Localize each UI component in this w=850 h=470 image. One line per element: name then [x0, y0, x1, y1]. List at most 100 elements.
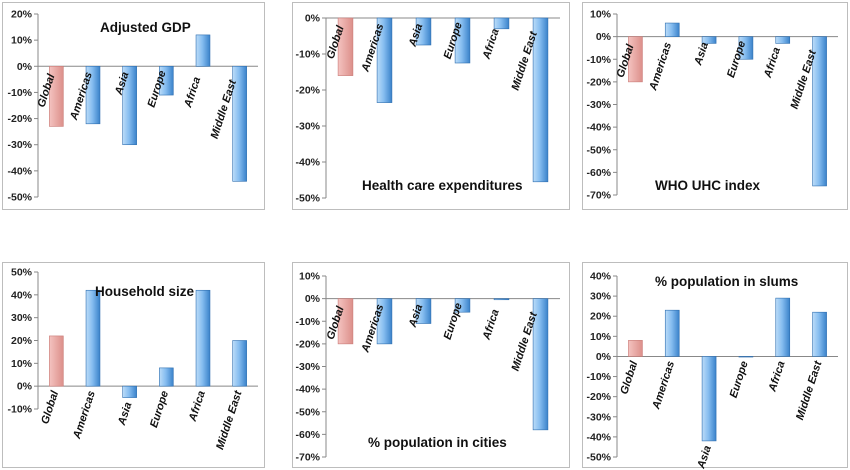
y-tick-label: -20% [295, 85, 320, 97]
bar-americas [664, 309, 680, 357]
bar-asia [122, 385, 137, 398]
y-tick-label: -40% [586, 122, 611, 134]
bar-europe [454, 298, 471, 313]
y-tick-label: 0% [305, 13, 321, 25]
chart-title: % population in cities [368, 435, 507, 450]
chart-panel-2: 0%-10%-20%-30%-40%-50%Global Americas Asia… [292, 2, 570, 210]
y-tick-label: -10% [7, 87, 32, 99]
bar-asia [122, 65, 137, 146]
chart-panel-1: 20%10%0%-10%-20%-30%-40%-50%Global Americ… [2, 2, 265, 210]
chart-panel-4: 50%40%30%20%10%0%-10% Global Americas Asia E… [2, 262, 265, 468]
bar-middle-east [232, 340, 247, 387]
y-tick-label: -30% [295, 361, 320, 373]
y-tick-label: -60% [295, 429, 320, 441]
y-tick-label: 0% [596, 31, 612, 43]
y-tick-label: 30% [590, 291, 612, 303]
bar-americas [376, 17, 393, 103]
bar-global [49, 335, 64, 387]
bar-middle-east [232, 65, 247, 182]
y-tick-label: -30% [586, 99, 611, 111]
y-tick-label: 0% [17, 61, 33, 73]
y-tick-label: 50% [11, 267, 33, 279]
bar-europe [738, 36, 754, 60]
bar-europe [159, 367, 174, 387]
bar-global [628, 36, 643, 83]
y-tick-label: 0% [596, 351, 612, 363]
bar-middle-east [532, 298, 549, 431]
bar-asia [701, 36, 717, 44]
bar-global [337, 17, 354, 76]
y-tick-label: 10% [590, 331, 612, 343]
y-tick-label: -40% [7, 165, 32, 177]
bar-americas [376, 298, 393, 345]
bar-middle-east [812, 311, 827, 357]
y-tick-label: 20% [11, 9, 33, 21]
bar-africa [493, 17, 510, 30]
y-tick-label: -10% [586, 54, 611, 66]
chart-panel-6: 40%30%20%10%0%-10%-20%-30%-40%-50%Global… [582, 262, 848, 470]
chart-panel-5: 10%0%-10%-20%-30%-40%-50%-60%-70%Global A… [292, 262, 570, 468]
panel-frame [292, 262, 570, 468]
y-tick-label: -40% [295, 384, 320, 396]
y-tick-label: -20% [586, 76, 611, 88]
y-tick-label: -10% [295, 49, 320, 61]
y-tick-label: -60% [586, 167, 611, 179]
y-tick-label: 0% [17, 381, 33, 393]
chart-title: Health care expenditures [362, 178, 523, 193]
y-tick-label: -20% [7, 113, 32, 125]
chart-panel-3: 10%0%-10%-20%-30%-40%-50%-60%-70%Global A… [582, 2, 848, 210]
bar-global [628, 340, 643, 357]
y-tick-label: -10% [7, 404, 32, 416]
y-tick-label: 10% [299, 271, 321, 283]
y-tick-label: -20% [295, 338, 320, 350]
chart-title: Adjusted GDP [100, 20, 191, 35]
y-tick-label: -30% [295, 121, 320, 133]
chart-title: WHO UHC index [655, 178, 760, 193]
y-tick-label: -10% [586, 371, 611, 383]
y-tick-label: -70% [295, 452, 320, 464]
y-tick-label: -50% [295, 406, 320, 418]
y-tick-label: -10% [295, 316, 320, 328]
bar-europe [159, 65, 174, 96]
panel-frame [2, 262, 265, 468]
bar-asia [701, 356, 717, 442]
y-tick-label: -30% [7, 139, 32, 151]
y-tick-label: -50% [7, 192, 32, 204]
bar-americas [85, 65, 101, 125]
bar-middle-east [532, 17, 549, 183]
y-tick-label: -50% [586, 144, 611, 156]
bar-europe [454, 17, 471, 64]
bar-europe [738, 356, 754, 358]
y-tick-label: -40% [295, 157, 320, 169]
bar-asia [415, 298, 432, 324]
y-tick-label: 40% [11, 289, 33, 301]
y-tick-label: -40% [586, 431, 611, 443]
bar-global [337, 298, 354, 345]
bar-americas [85, 289, 101, 387]
bar-africa [195, 34, 211, 67]
y-tick-label: 30% [11, 312, 33, 324]
y-tick-label: -50% [295, 193, 320, 205]
y-tick-label: 20% [590, 311, 612, 323]
bar-africa [195, 289, 211, 387]
y-tick-label: 10% [590, 9, 612, 21]
y-tick-label: 10% [11, 35, 33, 47]
y-tick-label: 10% [11, 358, 33, 370]
bar-africa [775, 297, 791, 357]
y-tick-label: -30% [586, 411, 611, 423]
bar-middle-east [812, 36, 827, 187]
bar-global [49, 65, 64, 127]
bar-africa [775, 36, 791, 44]
y-tick-label: 40% [590, 271, 612, 283]
chart-title: Household size [95, 284, 195, 299]
chart-title: % population in slums [655, 274, 798, 289]
y-tick-label: 20% [11, 335, 33, 347]
bar-asia [415, 17, 432, 46]
bar-africa [493, 298, 510, 301]
y-tick-label: -20% [586, 391, 611, 403]
y-tick-label: 0% [305, 293, 321, 305]
bar-americas [664, 22, 680, 37]
y-tick-label: -70% [586, 190, 611, 202]
y-tick-label: -50% [586, 452, 611, 464]
